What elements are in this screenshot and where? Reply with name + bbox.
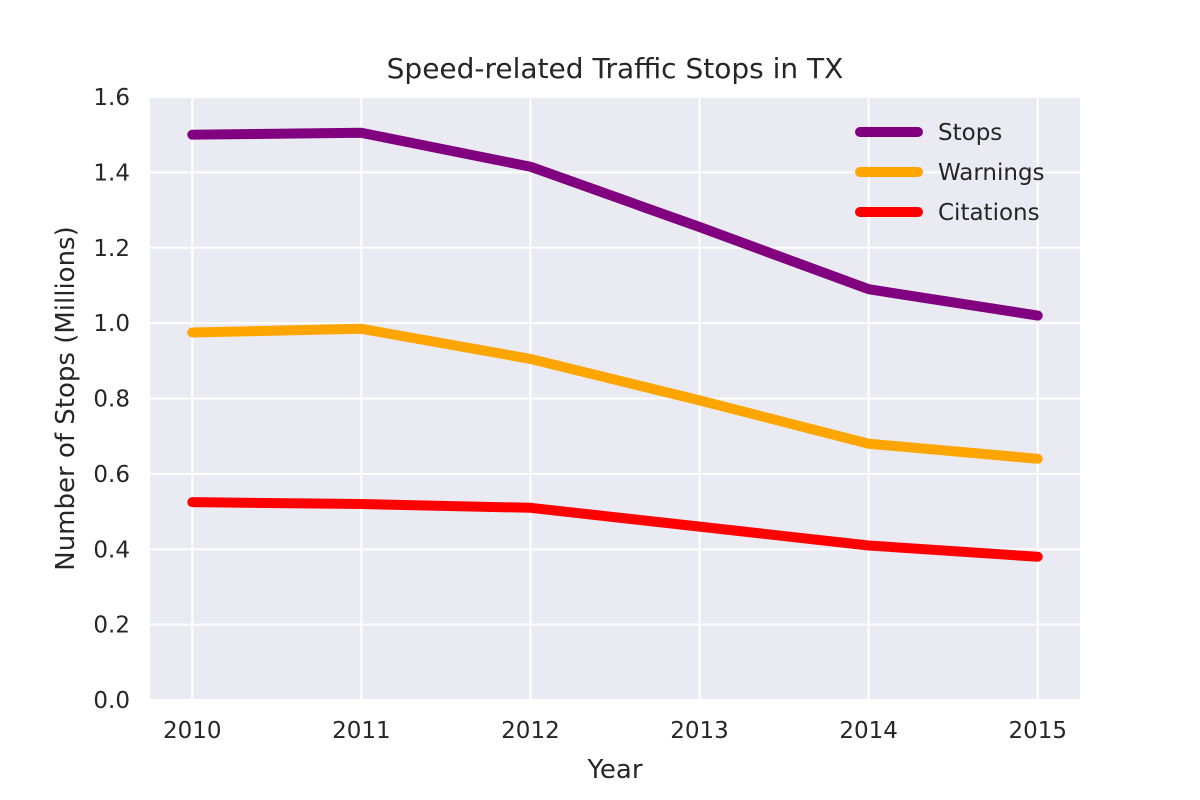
legend-label-stops: Stops [938,120,1002,146]
x-tick-label: 2010 [163,718,222,744]
y-axis-label: Number of Stops (Millions) [51,226,81,571]
grid [150,96,1080,701]
legend-label-warnings: Warnings [938,160,1045,186]
y-tick-label: 0.4 [93,537,130,563]
x-tick-label: 2011 [332,718,391,744]
tick-labels: 0.0 0.2 0.4 0.6 0.8 1.0 1.2 1.4 1.6 2010 2011 2012 2… [93,85,1067,744]
series-lines [187,127,1043,562]
y-tick-label: 1.0 [93,311,130,337]
y-tick-label: 0.2 [93,613,130,639]
series-line-warnings [187,323,1043,464]
x-tick-label: 2014 [839,718,898,744]
series-line-stops [187,127,1043,321]
x-tick-label: 2012 [501,718,560,744]
y-tick-label: 0.0 [93,688,130,714]
y-tick-label: 0.6 [93,462,130,488]
x-tick-label: 2013 [670,718,729,744]
x-tick-label: 2015 [1008,718,1067,744]
y-tick-label: 0.8 [93,387,130,413]
chart-title: Speed-related Traffic Stops in TX [387,52,844,85]
legend: Stops Warnings Citations [855,120,1045,226]
legend-label-citations: Citations [938,200,1040,226]
y-tick-label: 1.4 [93,160,130,186]
y-tick-label: 1.6 [93,85,130,111]
series-line-citations [187,497,1043,562]
x-axis-label: Year [586,755,642,785]
y-tick-label: 1.2 [93,236,130,262]
